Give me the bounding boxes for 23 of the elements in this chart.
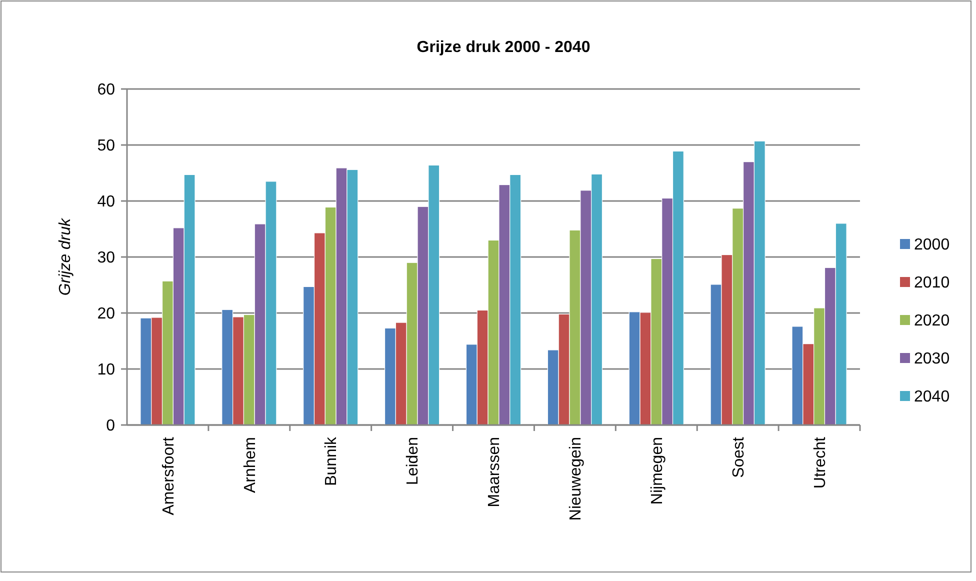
y-tick-label: 50 (97, 138, 116, 155)
x-tick-label: Nijmegen (648, 437, 666, 505)
y-tick-label: 10 (97, 362, 116, 379)
y-tick-label: 0 (106, 418, 116, 435)
x-tick-label: Soest (730, 436, 748, 478)
x-tick-label: Utrecht (812, 436, 829, 489)
x-tick-label: Leiden (404, 437, 422, 486)
x-tick-label: Bunnik (323, 436, 340, 486)
legend-label: 2020 (914, 312, 950, 330)
y-tick-label: 20 (97, 306, 116, 323)
x-tick-label: Maarssen (486, 437, 504, 508)
x-tick-label: Nieuwegein (568, 437, 585, 521)
chart-title: Grijze druk 2000 - 2040 (416, 39, 590, 56)
legend-label: 2010 (914, 274, 950, 292)
y-axis-title: Grijze druk (57, 217, 74, 296)
legend-label: 2040 (914, 388, 950, 406)
x-tick-label: Amersfoort (160, 436, 178, 516)
y-tick-label: 40 (97, 194, 116, 211)
legend-label: 2000 (914, 236, 950, 254)
y-tick-label: 60 (97, 82, 116, 99)
x-tick-label: Arnhem (242, 437, 259, 494)
y-tick-label: 30 (97, 250, 116, 267)
legend-label: 2030 (914, 350, 950, 368)
